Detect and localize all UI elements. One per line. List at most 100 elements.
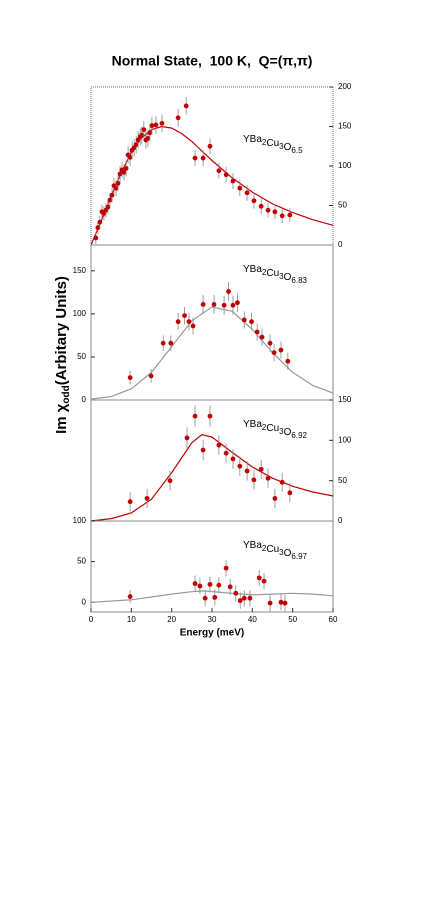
data-point	[200, 155, 206, 161]
y-tick-label: 100	[338, 161, 352, 170]
data-point	[237, 598, 243, 604]
data-point	[207, 581, 213, 587]
data-point	[153, 122, 159, 128]
y-tick-label: 100	[73, 309, 87, 318]
chart-title: Normal State, 100 K, Q=(π,π)	[112, 53, 313, 69]
data-point	[230, 302, 236, 308]
data-point	[127, 154, 133, 160]
data-point	[223, 565, 229, 571]
data-point	[190, 323, 196, 329]
y-label-main: Im χ	[53, 403, 70, 434]
y-label-sub: odd	[61, 385, 72, 403]
data-point	[197, 583, 203, 589]
data-point	[159, 120, 165, 126]
data-point	[247, 595, 253, 601]
x-tick-label: 20	[167, 615, 176, 624]
data-point	[107, 197, 113, 203]
fit-curve	[90, 590, 334, 603]
data-point	[241, 317, 247, 323]
data-point	[144, 496, 150, 501]
data-point	[265, 475, 271, 481]
y-axis-label: Im χodd(Arbitary Units)	[53, 276, 72, 434]
data-point	[211, 302, 217, 307]
annotation-sub: 3	[279, 142, 284, 151]
data-point	[241, 595, 247, 601]
y-tick-label: 50	[77, 557, 86, 566]
annotation-sub: 6.5	[291, 146, 303, 155]
data-point	[267, 600, 273, 606]
data-point	[200, 447, 206, 453]
y-tick-label: 50	[338, 201, 347, 210]
data-point	[226, 289, 231, 294]
data-point	[233, 590, 239, 596]
panel-frame	[90, 520, 334, 613]
data-point	[200, 302, 206, 307]
annotation-sub: 2	[262, 268, 267, 277]
y-tick-label: 0	[82, 597, 87, 606]
annotation-part: O	[284, 272, 292, 283]
data-point	[279, 479, 285, 485]
data-point	[267, 340, 273, 346]
y-tick-label: 50	[338, 476, 347, 485]
annotation-part: O	[284, 142, 292, 153]
annotation-sub: 3	[279, 272, 284, 281]
data-point	[127, 594, 133, 599]
data-point	[287, 212, 293, 218]
data-point	[115, 180, 121, 186]
annotation-sub: 6.97	[291, 552, 307, 561]
panel-frame	[90, 399, 334, 522]
data-point	[212, 594, 218, 600]
data-point	[148, 373, 154, 379]
data-point	[168, 340, 174, 346]
data-point	[149, 123, 155, 129]
data-point	[121, 169, 127, 175]
annotation: YBa2Cu3O6.83	[243, 264, 308, 285]
data-point	[192, 581, 198, 586]
data-point	[145, 135, 151, 141]
data-point	[216, 442, 222, 448]
y-tick-label: 100	[338, 435, 352, 444]
annotation-sub: 2	[262, 423, 267, 432]
data-point	[95, 225, 101, 231]
data-point	[259, 334, 265, 340]
data-point	[139, 132, 145, 138]
data-point	[117, 171, 123, 177]
y-tick-label: 0	[338, 516, 343, 525]
y-tick-label: 150	[338, 122, 352, 131]
panel-frame	[90, 86, 334, 246]
data-point	[93, 235, 99, 241]
data-point	[254, 329, 260, 335]
data-point	[244, 468, 250, 474]
data-point	[251, 477, 257, 483]
data-point	[127, 375, 133, 381]
data-point	[192, 413, 198, 419]
data-point	[272, 496, 278, 501]
data-point	[192, 155, 198, 161]
annotation-sub: 3	[279, 548, 284, 557]
data-point	[184, 435, 190, 441]
annotation-part: Cu	[266, 544, 279, 555]
x-tick-label: 50	[288, 615, 297, 624]
data-point	[216, 582, 222, 588]
data-point	[279, 213, 285, 219]
data-point	[123, 165, 129, 171]
x-tick-label: 30	[208, 615, 217, 624]
data-point	[285, 358, 291, 364]
data-point	[216, 168, 222, 174]
fit-curve	[90, 306, 334, 400]
data-point	[272, 209, 278, 215]
data-point	[251, 198, 257, 204]
data-point	[244, 190, 250, 196]
panel-frame	[90, 244, 334, 401]
data-point	[175, 319, 181, 325]
x-tick-label: 10	[127, 615, 136, 624]
data-point	[183, 103, 189, 109]
data-point	[227, 584, 233, 590]
annotation-part: O	[284, 427, 292, 438]
data-point	[207, 143, 213, 149]
data-point	[167, 478, 173, 484]
annotation-part: YBa	[243, 540, 262, 551]
data-point	[109, 192, 115, 198]
y-tick-label: 0	[338, 240, 343, 249]
